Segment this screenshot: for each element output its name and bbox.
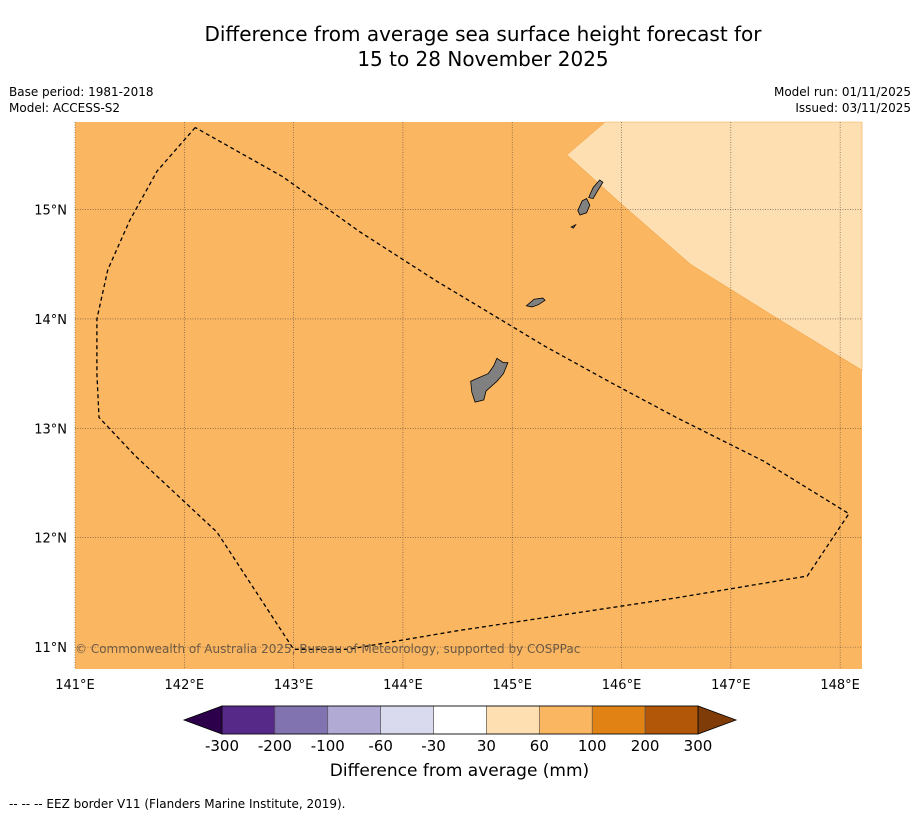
lon-tick-label: 146°E [602,678,642,693]
colorbar-swatch [380,705,434,735]
colorbar-tick-label: -100 [311,737,345,755]
base-period: Base period: 1981-2018 [9,85,154,99]
lat-tick-label: 12°N [34,532,67,547]
lat-tick-label: 14°N [34,313,67,328]
chart-title: Difference from average sea surface heig… [0,22,919,72]
colorbar-tick-label: 300 [684,737,713,755]
island [470,357,509,403]
anomaly-field-lighter [566,121,863,371]
island [588,179,604,200]
issued-date: Issued: 03/11/2025 [795,101,911,115]
model-run: Model run: 01/11/2025 [773,85,911,99]
lon-tick-label: 147°E [711,678,751,693]
lat-tick-label: 15°N [34,204,67,219]
colorbar-frame [221,705,699,735]
colorbar-tick-label: -60 [368,737,393,755]
lon-tick-label: 142°E [165,678,205,693]
colorbar-tick-label: -30 [421,737,446,755]
copyright-text: © Commonwealth of Australia 2025, Bureau… [75,642,580,656]
colorbar-swatch [327,705,381,735]
model-name: Model: ACCESS-S2 [9,101,121,115]
title-line-1: Difference from average sea surface heig… [204,22,762,46]
colorbar-swatch [221,705,276,735]
colorbar-extend-high [697,705,738,735]
meta-left: Base period: 1981-2018 Model: ACCESS-S2 [9,84,154,116]
colorbar-swatch [591,705,646,735]
colorbar-swatch [486,705,540,735]
island [577,198,591,216]
island [525,297,546,308]
colorbar-label: Difference from average (mm) [329,761,590,781]
colorbar-extend-low [182,705,223,735]
colorbar-tick-label: -300 [205,737,239,755]
island [570,223,577,229]
lon-tick-label: 148°E [820,678,860,693]
meta-right: Model run: 01/11/2025 Issued: 03/11/2025 [774,84,911,116]
colorbar-tick-label: 200 [631,737,660,755]
footer-note: -- -- -- EEZ border V11 (Flanders Marine… [9,797,346,811]
colorbar-tick-label: 60 [530,737,549,755]
colorbar-swatch [644,705,699,735]
colorbar-tick-label: 30 [477,737,496,755]
lon-tick-label: 143°E [274,678,314,693]
colorbar-tick-label: 100 [578,737,607,755]
title-line-2: 15 to 28 November 2025 [357,47,609,71]
colorbar-swatch [539,705,593,735]
colorbar-tick-label: -200 [258,737,292,755]
colorbar-swatch [433,705,487,735]
lon-tick-label: 141°E [55,678,95,693]
lon-tick-label: 144°E [383,678,423,693]
colorbar-swatch [274,705,329,735]
lon-tick-label: 145°E [492,678,532,693]
eez-border [96,126,850,650]
lat-tick-label: 11°N [34,641,67,656]
lat-tick-label: 13°N [34,422,67,437]
